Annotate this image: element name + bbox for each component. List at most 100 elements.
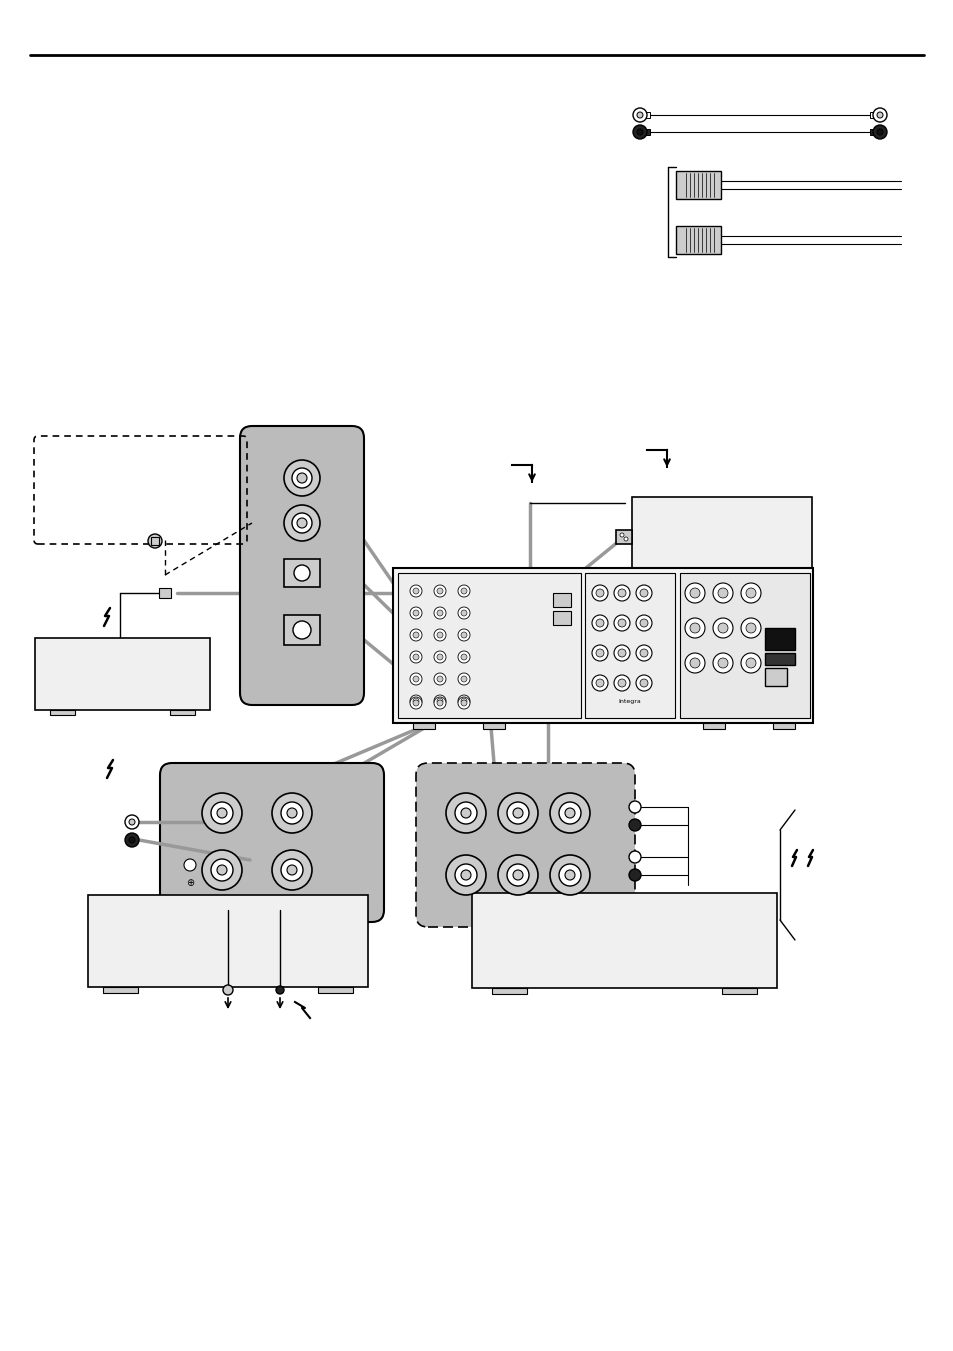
- Circle shape: [636, 676, 651, 690]
- Bar: [702, 723, 724, 730]
- Bar: [482, 723, 504, 730]
- Circle shape: [216, 808, 227, 817]
- Bar: [639, 128, 649, 135]
- Circle shape: [455, 802, 476, 824]
- FancyBboxPatch shape: [240, 426, 364, 705]
- Circle shape: [125, 815, 139, 830]
- Circle shape: [223, 985, 233, 994]
- Circle shape: [434, 651, 446, 663]
- Circle shape: [596, 619, 603, 627]
- Circle shape: [614, 676, 629, 690]
- Circle shape: [287, 808, 296, 817]
- Circle shape: [596, 648, 603, 657]
- Circle shape: [506, 802, 529, 824]
- Circle shape: [457, 651, 470, 663]
- Circle shape: [413, 698, 418, 704]
- Circle shape: [434, 694, 446, 707]
- Bar: [553, 611, 571, 626]
- Circle shape: [446, 855, 485, 894]
- Bar: [317, 988, 353, 993]
- Circle shape: [129, 819, 135, 825]
- Circle shape: [413, 654, 418, 661]
- Circle shape: [434, 607, 446, 619]
- Circle shape: [513, 870, 522, 880]
- Circle shape: [410, 607, 421, 619]
- Circle shape: [684, 584, 704, 603]
- Circle shape: [718, 588, 727, 598]
- Bar: [651, 580, 679, 584]
- Circle shape: [284, 505, 319, 540]
- Bar: [50, 711, 75, 715]
- Circle shape: [872, 108, 886, 122]
- Circle shape: [294, 565, 310, 581]
- Circle shape: [275, 986, 284, 994]
- Bar: [764, 653, 794, 665]
- Circle shape: [618, 589, 625, 597]
- Bar: [639, 112, 649, 118]
- Text: ⊕: ⊕: [186, 878, 193, 888]
- Circle shape: [436, 700, 442, 707]
- Bar: [284, 559, 319, 586]
- Circle shape: [637, 112, 642, 118]
- Circle shape: [639, 648, 647, 657]
- Circle shape: [436, 698, 442, 704]
- Circle shape: [457, 697, 470, 709]
- Bar: [676, 172, 720, 199]
- Bar: [413, 723, 435, 730]
- Bar: [631, 497, 811, 580]
- Circle shape: [413, 611, 418, 616]
- Circle shape: [211, 859, 233, 881]
- Circle shape: [457, 673, 470, 685]
- Circle shape: [628, 819, 640, 831]
- Circle shape: [506, 865, 529, 886]
- Circle shape: [684, 617, 704, 638]
- Circle shape: [740, 617, 760, 638]
- Circle shape: [436, 654, 442, 661]
- Circle shape: [550, 855, 589, 894]
- Bar: [679, 573, 809, 717]
- Bar: [159, 588, 171, 598]
- Circle shape: [413, 700, 418, 707]
- Circle shape: [596, 589, 603, 597]
- Circle shape: [460, 700, 467, 707]
- Circle shape: [618, 648, 625, 657]
- Bar: [88, 894, 368, 988]
- FancyBboxPatch shape: [160, 763, 384, 921]
- Circle shape: [434, 697, 446, 709]
- Circle shape: [272, 793, 312, 834]
- Circle shape: [558, 865, 580, 886]
- Circle shape: [636, 644, 651, 661]
- Circle shape: [460, 808, 471, 817]
- Circle shape: [614, 615, 629, 631]
- Circle shape: [614, 644, 629, 661]
- Circle shape: [434, 673, 446, 685]
- Circle shape: [455, 865, 476, 886]
- Circle shape: [410, 585, 421, 597]
- Circle shape: [623, 536, 627, 540]
- Circle shape: [436, 588, 442, 594]
- Circle shape: [457, 607, 470, 619]
- Circle shape: [684, 653, 704, 673]
- Circle shape: [272, 850, 312, 890]
- Circle shape: [618, 619, 625, 627]
- Bar: [472, 893, 776, 988]
- Circle shape: [614, 585, 629, 601]
- Text: Integra: Integra: [618, 698, 640, 704]
- Bar: [616, 530, 631, 544]
- Circle shape: [639, 680, 647, 688]
- Bar: [676, 226, 720, 254]
- Circle shape: [293, 621, 311, 639]
- Circle shape: [712, 653, 732, 673]
- Circle shape: [457, 630, 470, 640]
- Circle shape: [497, 855, 537, 894]
- Circle shape: [457, 694, 470, 707]
- Circle shape: [745, 588, 755, 598]
- Circle shape: [446, 793, 485, 834]
- Circle shape: [457, 585, 470, 597]
- Circle shape: [296, 473, 307, 484]
- FancyBboxPatch shape: [416, 763, 635, 927]
- Circle shape: [712, 584, 732, 603]
- Circle shape: [460, 698, 467, 704]
- Circle shape: [628, 851, 640, 863]
- Bar: [284, 615, 319, 644]
